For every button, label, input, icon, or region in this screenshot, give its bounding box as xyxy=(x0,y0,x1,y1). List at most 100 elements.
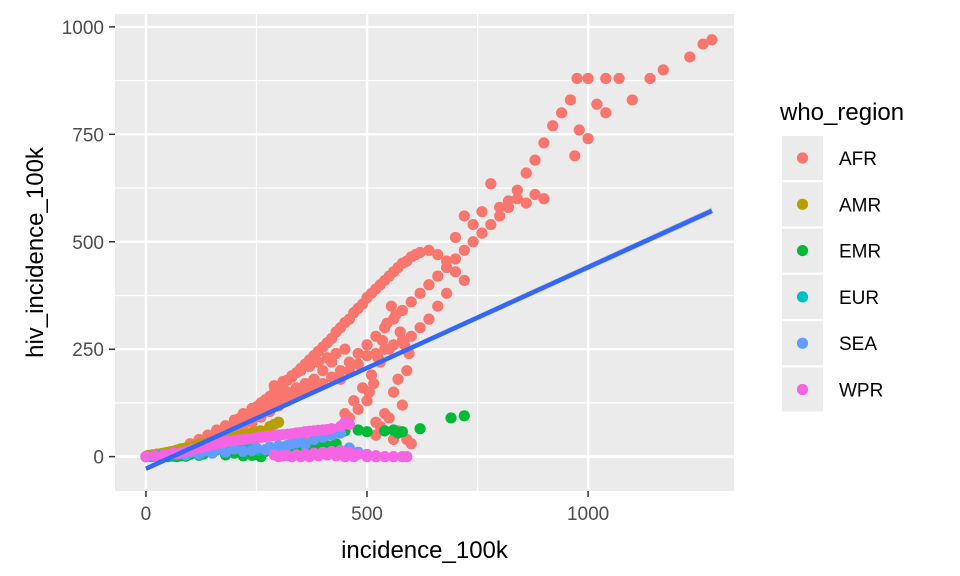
data-point-afr xyxy=(383,270,395,282)
x-tick-label: 0 xyxy=(141,504,152,525)
data-point-afr xyxy=(520,167,532,179)
data-point-afr xyxy=(706,34,718,46)
data-point-afr xyxy=(272,390,285,403)
data-point-sea xyxy=(290,437,302,449)
data-point-afr xyxy=(432,300,444,312)
legend-label-emr: EMR xyxy=(839,242,881,263)
data-point-afr xyxy=(330,347,342,360)
data-point-afr xyxy=(697,38,709,50)
data-point-afr xyxy=(494,201,506,213)
data-point-afr xyxy=(295,365,307,377)
data-point-wpr xyxy=(387,451,400,463)
data-point-afr xyxy=(432,249,444,261)
data-point-afr xyxy=(502,201,515,213)
data-point-afr xyxy=(326,371,338,383)
legend-swatch-sea xyxy=(796,337,809,349)
data-point-afr xyxy=(467,218,479,231)
y-axis-ticks: 0 250 500 750 1000 xyxy=(62,18,115,469)
data-point-sea xyxy=(277,441,289,453)
legend-label-amr: AMR xyxy=(839,195,881,216)
data-point-afr xyxy=(423,313,435,325)
data-point-wpr xyxy=(277,450,289,462)
data-point-afr xyxy=(392,373,404,385)
data-point-afr xyxy=(423,279,435,291)
data-point-afr xyxy=(573,124,585,136)
data-point-afr xyxy=(511,184,523,196)
data-point-afr xyxy=(330,326,342,338)
data-point-afr xyxy=(555,107,568,119)
y-axis-title: hiv_incidence_100k xyxy=(22,146,49,358)
data-point-afr xyxy=(449,266,462,278)
data-point-afr xyxy=(361,350,373,362)
x-tick-label: 1000 xyxy=(567,504,609,525)
major-grid xyxy=(115,14,734,491)
legend-swatch-amr xyxy=(796,198,809,210)
data-point-wpr xyxy=(321,449,333,461)
data-point-afr xyxy=(381,317,393,330)
data-point-afr xyxy=(423,244,435,256)
data-point-afr xyxy=(494,210,506,222)
data-point-sea xyxy=(219,446,232,458)
data-point-emr xyxy=(361,426,373,438)
data-point-wpr xyxy=(286,451,298,463)
y-tick-label: 1000 xyxy=(62,18,104,39)
data-point-wpr xyxy=(215,437,227,449)
data-point-wpr xyxy=(321,423,333,436)
data-point-afr xyxy=(476,227,488,239)
data-point-afr xyxy=(376,334,389,347)
data-point-afr xyxy=(370,429,382,441)
data-point-afr xyxy=(312,345,324,357)
data-point-afr xyxy=(396,334,408,347)
legend-label-afr: AFR xyxy=(839,149,877,170)
y-tick-label: 250 xyxy=(72,340,104,361)
data-point-wpr xyxy=(303,425,316,437)
trend-line xyxy=(145,208,713,471)
data-point-afr xyxy=(321,337,333,349)
data-point-afr xyxy=(365,287,378,299)
data-point-afr xyxy=(414,287,426,299)
data-point-afr xyxy=(374,279,386,291)
data-point-afr xyxy=(441,287,453,299)
data-point-wpr xyxy=(339,451,351,463)
data-point-afr xyxy=(268,380,280,392)
data-point-afr xyxy=(485,178,497,190)
data-point-afr xyxy=(365,369,378,381)
data-point-emr xyxy=(458,410,470,422)
data-point-wpr xyxy=(268,429,280,442)
data-point-wpr xyxy=(242,433,254,445)
data-point-afr xyxy=(485,218,497,231)
data-point-afr xyxy=(339,343,351,355)
legend-swatch-emr xyxy=(796,245,809,257)
data-point-wpr xyxy=(343,418,355,430)
data-point-afr xyxy=(357,298,369,310)
data-point-afr xyxy=(390,309,402,321)
data-point-afr xyxy=(303,360,316,372)
legend-label-wpr: WPR xyxy=(839,381,883,402)
data-point-afr xyxy=(401,255,413,267)
data-point-afr xyxy=(449,253,462,265)
data-point-afr xyxy=(520,197,532,209)
data-point-wpr xyxy=(330,450,342,462)
data-point-afr xyxy=(255,403,267,415)
data-point-afr xyxy=(277,375,289,388)
data-point-afr xyxy=(467,236,479,248)
data-point-wpr xyxy=(312,450,324,462)
x-axis-ticks: 0 500 1000 xyxy=(141,491,609,525)
legend-swatch-wpr xyxy=(796,383,809,396)
data-point-afr xyxy=(286,371,298,383)
data-point-wpr xyxy=(401,451,413,463)
data-point-afr xyxy=(321,352,333,364)
legend-label-sea: SEA xyxy=(839,334,877,355)
data-point-wpr xyxy=(303,451,316,463)
data-point-afr xyxy=(600,72,612,85)
data-point-afr xyxy=(370,347,382,360)
data-point-afr xyxy=(644,72,656,85)
data-point-afr xyxy=(582,72,594,85)
data-point-wpr xyxy=(312,424,324,437)
data-point-afr xyxy=(684,51,696,63)
data-point-afr xyxy=(410,249,422,261)
data-point-afr xyxy=(343,356,355,368)
legend-swatch-afr xyxy=(796,152,809,164)
data-point-afr xyxy=(582,133,594,145)
